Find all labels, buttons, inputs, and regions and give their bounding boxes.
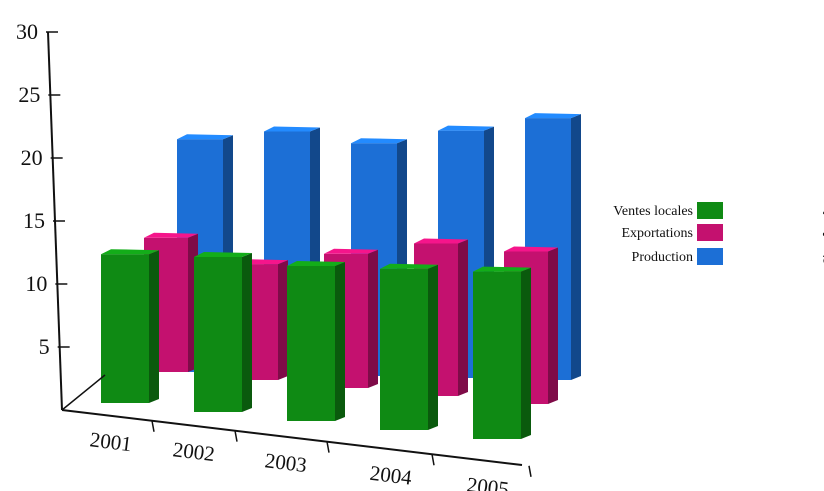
legend-item: Exportations الصادرات bbox=[621, 224, 824, 241]
x-tick bbox=[234, 430, 238, 442]
y-tick-label: 15 bbox=[23, 208, 45, 233]
ventes-locales-bar bbox=[287, 261, 345, 421]
depth-axis-line bbox=[61, 374, 106, 411]
ventes-locales-bar bbox=[380, 263, 438, 430]
ventes-locales-bar bbox=[194, 252, 252, 412]
legend-label-ar: الصادرات bbox=[822, 225, 824, 241]
x-tick bbox=[528, 465, 532, 477]
x-tick-label: 2003 bbox=[264, 448, 309, 477]
y-tick-label: 25 bbox=[18, 82, 40, 107]
x-tick-label: 2004 bbox=[369, 461, 414, 490]
ventes-locales-bar bbox=[473, 266, 531, 439]
legend-label: Production bbox=[632, 250, 693, 265]
legend-swatch bbox=[697, 202, 723, 219]
legend-swatch bbox=[697, 248, 723, 265]
x-tick bbox=[431, 454, 435, 466]
x-tick bbox=[326, 441, 330, 453]
ventes-locales-bars bbox=[101, 249, 531, 439]
x-axis-line bbox=[61, 409, 523, 466]
legend-swatch bbox=[697, 224, 723, 241]
y-tick-label: 10 bbox=[25, 271, 47, 296]
legend-label-ar: الإنتاج bbox=[822, 249, 824, 265]
legend-label-ar: المبيعات المحلية bbox=[822, 203, 824, 219]
legend: Ventes locales المبيعات المحلية Exportatio… bbox=[613, 202, 824, 265]
y-tick-label: 5 bbox=[39, 334, 50, 359]
x-tick-label: 2002 bbox=[172, 437, 217, 466]
x-tick-label: 2001 bbox=[89, 427, 134, 456]
y-tick-label: 20 bbox=[21, 145, 43, 170]
x-tick bbox=[151, 420, 155, 432]
legend-label: Exportations bbox=[621, 226, 693, 241]
axes: 5 10 15 20 25 30 2001 2002 2003 2004 2005 bbox=[16, 19, 532, 491]
ventes-locales-bar bbox=[101, 249, 159, 403]
legend-item: Production الإنتاج bbox=[632, 248, 824, 265]
legend-item: Ventes locales المبيعات المحلية bbox=[613, 202, 824, 219]
legend-label: Ventes locales bbox=[613, 204, 693, 219]
y-tick-label: 30 bbox=[16, 19, 38, 44]
x-tick-label: 2005 bbox=[466, 472, 511, 491]
